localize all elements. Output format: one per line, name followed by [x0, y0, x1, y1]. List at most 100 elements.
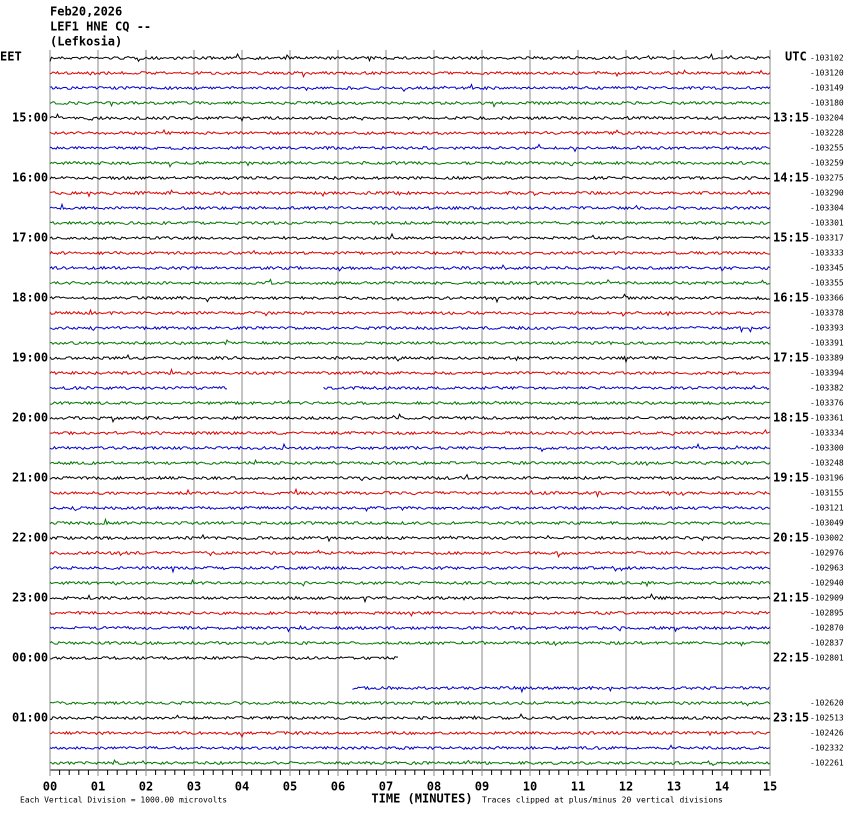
trace: [49, 325, 771, 334]
trace: [49, 143, 771, 153]
trace: [352, 685, 770, 694]
x-tick-label: 11: [571, 780, 585, 794]
offset-label: -103120: [810, 69, 844, 78]
x-tick-label: 15: [763, 780, 777, 794]
offset-label: -103389: [810, 354, 844, 363]
offset-label: -103248: [810, 459, 844, 468]
trace: [323, 384, 770, 391]
offset-label: -103301: [810, 219, 844, 228]
x-tick-label: 05: [283, 780, 297, 794]
offset-label: -103155: [810, 489, 844, 498]
utc-label: 17:15: [773, 351, 809, 365]
utc-label: 19:15: [773, 471, 809, 485]
eet-label: 22:00: [12, 531, 48, 545]
x-tick-label: 03: [187, 780, 201, 794]
trace: [49, 385, 227, 391]
offset-label: -103255: [810, 144, 844, 153]
eet-label: 20:00: [12, 411, 48, 425]
x-tick-label: 07: [379, 780, 393, 794]
trace: [49, 160, 771, 168]
trace: [49, 353, 771, 364]
trace: [50, 338, 771, 346]
utc-label: 14:15: [773, 171, 809, 185]
x-tick-label: 06: [331, 780, 345, 794]
offset-label: -103149: [810, 84, 844, 93]
trace: [49, 69, 771, 79]
station: LEF1 HNE CQ --: [50, 20, 151, 34]
trace: [49, 487, 771, 499]
trace: [49, 578, 771, 588]
trace: [49, 549, 771, 559]
offset-label: -102963: [810, 564, 844, 573]
offset-label: -103334: [810, 429, 844, 438]
trace: [49, 429, 771, 436]
trace: [49, 112, 771, 123]
offset-label: -103376: [810, 399, 844, 408]
offset-label: -103361: [810, 414, 844, 423]
trace: [49, 758, 771, 767]
utc-label: 13:15: [773, 111, 809, 125]
offset-label: -103102: [810, 54, 844, 63]
trace: [49, 655, 399, 661]
x-tick-label: 01: [91, 780, 105, 794]
offset-label: -103290: [810, 189, 844, 198]
utc-label: 15:15: [773, 231, 809, 245]
scale-note: Each Vertical Division = 1000.00 microvo…: [20, 796, 227, 805]
trace: [49, 249, 771, 256]
eet-label: 19:00: [12, 351, 48, 365]
offset-label: -103393: [810, 324, 844, 333]
clip-note: Traces clipped at plus/minus 20 vertical…: [482, 796, 723, 805]
offset-label: -102976: [810, 549, 844, 558]
trace: [49, 517, 771, 526]
trace: [49, 399, 771, 406]
x-tick-label: 12: [619, 780, 633, 794]
x-axis-title: TIME (MINUTES): [371, 792, 472, 806]
utc-label: 22:15: [773, 651, 809, 665]
date: Feb20,2026: [50, 5, 122, 19]
offset-label: -103317: [810, 234, 844, 243]
right-axis-title: UTC: [785, 50, 807, 64]
trace: [49, 175, 771, 181]
location: (Lefkosia): [50, 35, 122, 49]
trace: [49, 744, 771, 751]
trace: [49, 713, 771, 721]
offset-label: -102940: [810, 579, 844, 588]
offset-label: -103304: [810, 204, 844, 213]
trace: [49, 83, 771, 93]
trace: [49, 264, 771, 272]
trace: [49, 367, 771, 376]
trace: [49, 189, 771, 198]
trace: [49, 473, 771, 482]
x-tick-label: 10: [523, 780, 537, 794]
eet-label: 01:00: [12, 711, 48, 725]
trace: [49, 624, 771, 633]
x-tick-label: 08: [427, 780, 441, 794]
offset-label: -103002: [810, 534, 844, 543]
eet-label: 16:00: [12, 171, 48, 185]
trace: [49, 220, 771, 226]
trace: [49, 128, 771, 136]
offset-label: -103180: [810, 99, 844, 108]
offset-label: -102870: [810, 624, 844, 633]
offset-label: -103394: [810, 369, 844, 378]
offset-label: -102801: [810, 654, 844, 663]
trace: [49, 442, 771, 453]
trace: [49, 52, 771, 63]
x-tick-label: 14: [715, 780, 729, 794]
eet-label: 17:00: [12, 231, 48, 245]
offset-label: -102620: [810, 699, 844, 708]
offset-label: -102895: [810, 609, 844, 618]
trace: [49, 565, 771, 574]
offset-label: -103121: [810, 504, 844, 513]
offset-label: -102426: [810, 729, 844, 738]
utc-label: 16:15: [773, 291, 809, 305]
left-axis-title: EET: [0, 50, 22, 64]
x-tick-label: 00: [43, 780, 57, 794]
offset-label: -103259: [810, 159, 844, 168]
utc-label: 18:15: [773, 411, 809, 425]
offset-label: -103391: [810, 339, 844, 348]
x-tick-label: 09: [475, 780, 489, 794]
trace: [49, 308, 770, 317]
eet-label: 00:00: [12, 651, 48, 665]
